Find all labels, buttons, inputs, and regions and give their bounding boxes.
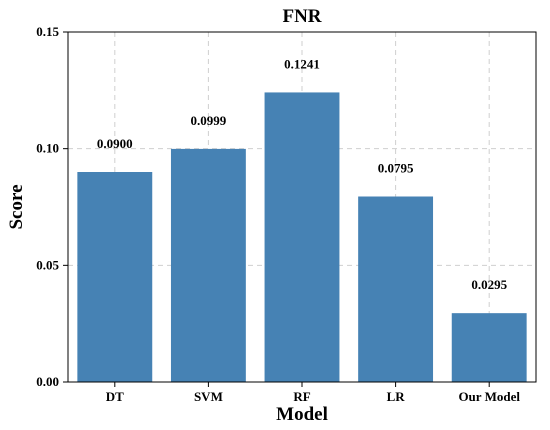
data-label: 0.0795: [378, 161, 414, 176]
axis-ticks: 0.00 0.05 0.10 0.15 DT SVM RF LR Our Model: [36, 24, 520, 404]
x-tick-label: LR: [387, 389, 406, 404]
bar-rf: [264, 92, 340, 382]
y-tick-label: 0.10: [36, 141, 59, 156]
chart-title: FNR: [282, 6, 321, 27]
data-label: 0.0900: [97, 136, 133, 151]
data-label: 0.0295: [471, 277, 507, 292]
x-tick-label: RF: [293, 389, 310, 404]
value-labels: 0.0900 0.0999 0.1241 0.0795 0.0295: [97, 56, 508, 292]
x-axis-label: Model: [276, 404, 328, 425]
bar-our-model: [451, 313, 527, 382]
data-label: 0.1241: [284, 56, 320, 71]
data-label: 0.0999: [191, 113, 227, 128]
bars: [77, 92, 527, 382]
y-tick-label: 0.05: [36, 257, 59, 272]
plot-frame: [67, 31, 537, 383]
x-tick-label: SVM: [194, 389, 223, 404]
bar-dt: [77, 172, 153, 382]
y-axis-label: Score: [6, 184, 27, 229]
y-tick-label: 0.15: [36, 24, 59, 39]
x-tick-label: Our Model: [458, 389, 520, 404]
x-tick-label: DT: [106, 389, 124, 404]
y-tick-label: 0.00: [36, 374, 59, 389]
bar-lr: [358, 196, 434, 382]
bar-svm: [170, 148, 246, 382]
